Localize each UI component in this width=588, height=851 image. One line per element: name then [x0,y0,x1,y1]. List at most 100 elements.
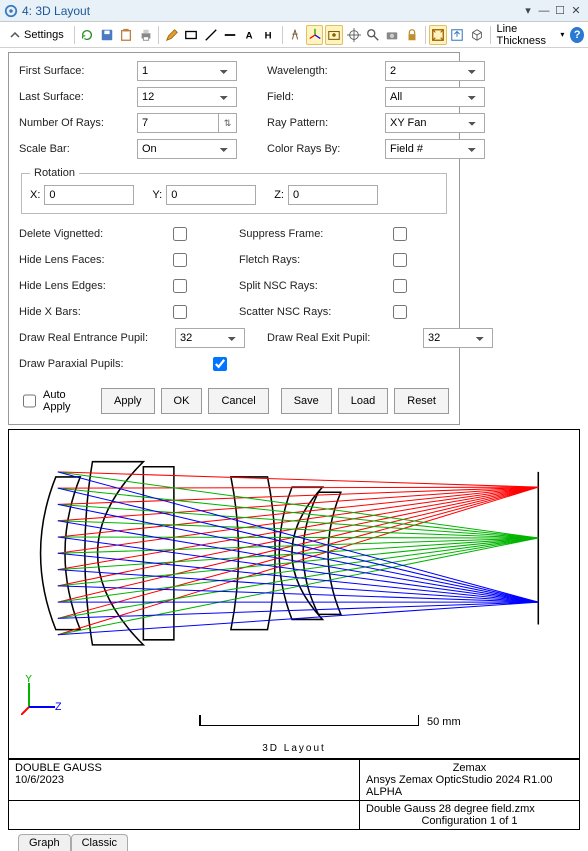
hide-x-bars-label: Hide X Bars: [19,306,169,318]
entrance-pupil-select[interactable]: 32 [175,328,245,348]
fletch-rays-check[interactable] [393,253,407,267]
color-rays-by-label: Color Rays By: [267,143,379,155]
color-rays-by-select[interactable]: Field # [385,139,485,159]
compass-icon[interactable] [287,25,304,45]
auto-apply-check[interactable] [23,394,36,408]
fletch-rays-label: Fletch Rays: [239,254,389,266]
scale-bar: 50 mm [199,716,461,728]
camera-box-icon[interactable] [325,25,342,45]
scatter-nsc-check[interactable] [393,305,407,319]
entrance-pupil-label: Draw Real Entrance Pupil: [19,332,169,344]
paraxial-pupils-label: Draw Paraxial Pupils: [19,358,169,370]
wavelength-label: Wavelength: [267,65,379,77]
toolbar: Settings A H Line Thickness ▾ ? [0,22,588,48]
print-icon[interactable] [137,25,154,45]
export-icon[interactable] [449,25,466,45]
svg-text:Y: Y [25,675,33,685]
dash-icon[interactable] [221,25,238,45]
rot-z-input[interactable] [288,185,378,205]
number-of-rays-input[interactable] [137,113,219,133]
scale-label: 50 mm [427,716,461,728]
cancel-button[interactable]: Cancel [208,388,268,414]
text-h-icon[interactable]: H [260,25,277,45]
hide-lens-faces-check[interactable] [173,253,187,267]
last-surface-select[interactable]: 12 [137,87,237,107]
line-icon[interactable] [202,25,219,45]
save-icon[interactable] [98,25,115,45]
suppress-frame-label: Suppress Frame: [239,228,389,240]
split-nsc-check[interactable] [393,279,407,293]
line-thickness-label: Line Thickness [496,23,558,47]
tab-graph[interactable]: Graph [18,834,71,851]
rot-x-input[interactable] [44,185,134,205]
settings-panel: First Surface: 1 Wavelength: 2 Last Surf… [8,52,460,425]
exit-pupil-select[interactable]: 32 [423,328,493,348]
scale-bar-label: Scale Bar: [19,143,131,155]
chevron-up-icon [10,30,20,40]
axes-icon[interactable] [306,25,323,45]
delete-vignetted-check[interactable] [173,227,187,241]
wavelength-select[interactable]: 2 [385,61,485,81]
lock-icon[interactable] [403,25,420,45]
ok-button[interactable]: OK [161,388,203,414]
hide-x-bars-check[interactable] [173,305,187,319]
number-of-rays-label: Number Of Rays: [19,117,131,129]
cube-icon[interactable] [468,25,485,45]
field-label: Field: [267,91,379,103]
rotation-legend: Rotation [30,167,79,179]
layout-viewport[interactable]: Y Z 50 mm 3D Layout [8,429,580,759]
svg-text:H: H [265,30,272,41]
crosshair-icon[interactable] [345,25,362,45]
zoom-icon[interactable] [364,25,381,45]
delete-vignetted-label: Delete Vignetted: [19,228,169,240]
svg-text:Z: Z [55,701,61,713]
ray-pattern-select[interactable]: XY Fan [385,113,485,133]
rot-y-input[interactable] [166,185,256,205]
suppress-frame-check[interactable] [393,227,407,241]
settings-expander[interactable]: Settings [4,27,70,43]
ray-trace-diagram [9,430,579,758]
load-button[interactable]: Load [338,388,388,414]
last-surface-label: Last Surface: [19,91,131,103]
save-button[interactable]: Save [281,388,332,414]
scale-bar-select[interactable]: On [137,139,237,159]
first-surface-label: First Surface: [19,65,131,77]
app-icon [4,4,18,18]
paraxial-pupils-check[interactable] [213,357,227,371]
reset-button[interactable]: Reset [394,388,449,414]
footer-left: DOUBLE GAUSS 10/6/2023 [9,759,359,800]
fit-icon[interactable] [429,25,446,45]
rays-stepper[interactable]: ⇅ [219,113,237,133]
auto-apply-label: Auto Apply [43,389,89,413]
layout-footer: DOUBLE GAUSS 10/6/2023 Zemax Ansys Zemax… [8,759,580,830]
help-icon[interactable]: ? [570,27,584,43]
axis-gizmo: Y Z [21,675,61,718]
rect-icon[interactable] [183,25,200,45]
rot-z-label: Z: [274,189,284,201]
rotation-group: Rotation X: Y: Z: [21,167,447,214]
clipboard-icon[interactable] [117,25,134,45]
refresh-icon[interactable] [79,25,96,45]
maximize-button[interactable]: ☐ [552,4,568,17]
first-surface-select[interactable]: 1 [137,61,237,81]
rot-y-label: Y: [152,189,162,201]
window-min-icon[interactable]: — [536,5,552,17]
auto-apply-group[interactable]: Auto Apply [19,389,89,413]
tab-classic[interactable]: Classic [71,834,128,851]
window-title: 4: 3D Layout [22,4,520,18]
hide-lens-edges-check[interactable] [173,279,187,293]
apply-button[interactable]: Apply [101,388,155,414]
layout-title: 3D Layout [9,743,579,754]
pencil-icon[interactable] [163,25,180,45]
footer-right-1: Zemax Ansys Zemax OpticStudio 2024 R1.00… [359,759,579,800]
line-thickness-dropdown[interactable]: Line Thickness ▾ [496,23,564,47]
text-a-icon[interactable]: A [241,25,258,45]
minimize-button[interactable]: ▾ [520,4,536,17]
scatter-nsc-label: Scatter NSC Rays: [239,306,389,318]
close-button[interactable]: ✕ [568,4,584,17]
snapshot-icon[interactable] [384,25,401,45]
hide-lens-edges-label: Hide Lens Edges: [19,280,169,292]
field-select[interactable]: All [385,87,485,107]
exit-pupil-label: Draw Real Exit Pupil: [267,332,417,344]
split-nsc-label: Split NSC Rays: [239,280,389,292]
